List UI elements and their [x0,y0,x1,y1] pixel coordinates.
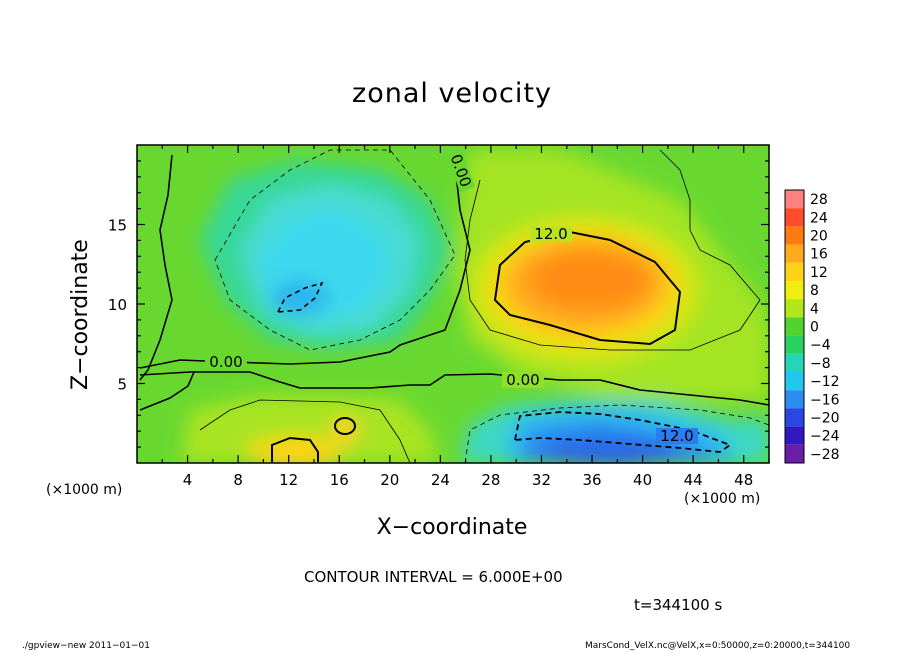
colorbar: 28 24 20 16 12 8 4 0 −4 −8 −12 −16 −20 −24 −28 [784,189,840,464]
colorbar-swatch [785,444,804,463]
colorbar-label: −20 [810,411,840,427]
x-tick-label: 24 [431,471,450,489]
colorbar-swatch [785,335,804,354]
time-label: t=344100 s [634,596,723,614]
x-tick-label: 12 [279,471,298,489]
colorbar-label: −24 [810,429,840,445]
colorbar-swatch [785,226,804,245]
z-tick-label: 15 [108,217,127,235]
x-tick-label: 40 [633,471,652,489]
colorbar-swatch [785,372,804,391]
contour-label: 0.00 [506,371,539,389]
x-axis-unit: (×1000 m) [684,491,761,507]
colorbar-label: −28 [810,447,840,463]
z-tick-label: 10 [108,296,127,314]
colorbar-swatch [785,299,804,318]
x-tick-label: 36 [582,471,601,489]
colorbar-label: −4 [810,338,831,354]
x-axis-label: X−coordinate [376,515,528,540]
colorbar-label: 20 [810,229,828,245]
contour-label: 12.0 [660,427,693,445]
colorbar-swatch [785,281,804,300]
colorbar-frame [784,189,805,464]
contour-label: 12.0 [534,225,567,243]
x-tick-label: 44 [684,471,703,489]
colorbar-swatch [785,262,804,281]
colorbar-label: −8 [810,356,831,372]
colorbar-label: 24 [810,210,828,226]
colorbar-swatch [785,244,804,263]
colorbar-swatch [785,408,804,427]
colorbar-swatch [785,190,804,209]
colorbar-swatch [785,353,804,372]
x-tick-label: 32 [532,471,551,489]
colorbar-swatch [785,390,804,409]
colorbar-swatch [785,317,804,336]
contour-interval: CONTOUR INTERVAL = 6.000E+00 [304,568,563,586]
colorbar-swatch [785,426,804,445]
colorbar-label: 4 [810,301,819,317]
source-footer: MarsCond_VelX.nc@VelX,x=0:50000,z=0:2000… [585,641,851,651]
z-axis-unit: (×1000 m) [46,482,123,498]
program-footer: ./gpview−new 2011−01−01 [22,641,150,651]
x-tick-label: 4 [183,471,193,489]
colorbar-label: 12 [810,265,828,281]
contour-label: 0.00 [209,353,242,371]
colorbar-label: 8 [810,283,819,299]
x-tick-label: 28 [481,471,500,489]
y-axis-label-text: Z−coordinate [68,239,93,390]
colorbar-label: 28 [810,192,828,208]
chart-title: zonal velocity [352,78,552,109]
x-tick-label: 20 [380,471,399,489]
x-tick-label: 8 [233,471,243,489]
colorbar-label: 0 [810,320,819,336]
colorbar-label: −16 [810,392,840,408]
colorbar-label: 16 [810,247,828,263]
x-tick-label: 16 [330,471,349,489]
colorbar-swatch [785,208,804,227]
colorbar-label: −12 [810,374,840,390]
z-tick-label: 5 [117,376,127,394]
x-tick-label: 48 [734,471,753,489]
